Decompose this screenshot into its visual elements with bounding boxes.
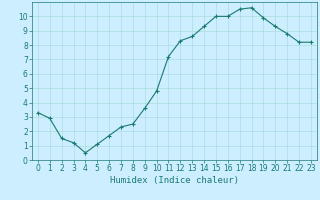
X-axis label: Humidex (Indice chaleur): Humidex (Indice chaleur): [110, 176, 239, 185]
